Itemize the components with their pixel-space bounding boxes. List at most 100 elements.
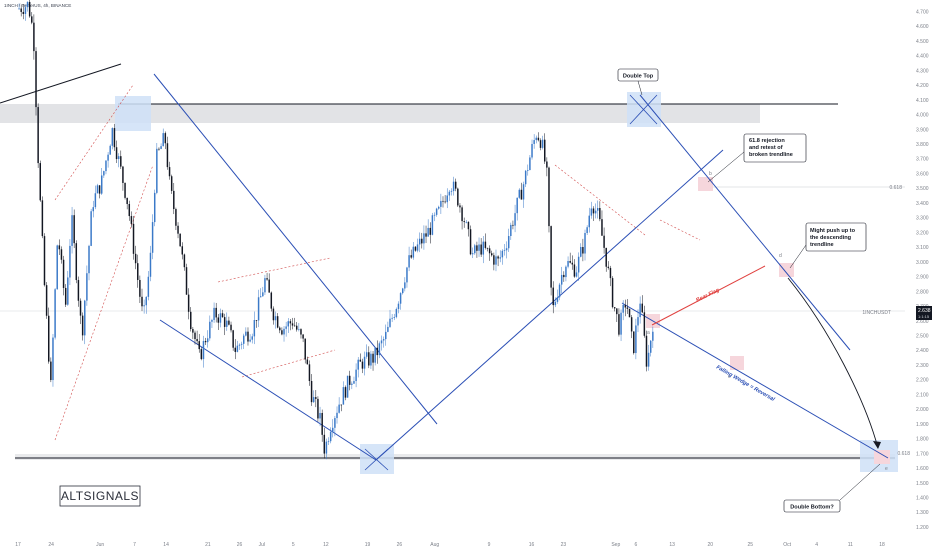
candle-body <box>556 297 559 302</box>
candle-body <box>251 336 253 340</box>
candle-body <box>558 284 561 298</box>
candle-body <box>295 325 298 330</box>
candle-body <box>611 278 614 308</box>
y-tick-label: 2.000 <box>916 407 929 413</box>
pattern-dashed-lines <box>54 84 701 441</box>
x-tick-label: 26 <box>397 542 403 548</box>
candle-body <box>243 335 245 344</box>
y-tick-label: 1.600 <box>916 466 929 472</box>
candle-body <box>446 195 448 203</box>
candle-body <box>397 303 400 309</box>
candle-body <box>474 245 476 254</box>
candle-body <box>423 233 425 244</box>
candle-body <box>285 326 287 329</box>
candle-body <box>418 238 421 245</box>
candle-body <box>493 255 495 265</box>
candle-body <box>111 128 114 146</box>
candle-body <box>546 161 548 168</box>
candle-body <box>527 170 529 171</box>
candle-body <box>459 205 461 208</box>
candle-body <box>143 305 145 307</box>
y-tick-label: 3.500 <box>916 186 929 192</box>
candle-body <box>408 255 410 268</box>
y-tick-label: 1.400 <box>916 496 929 502</box>
candle-body <box>228 320 230 325</box>
candle-body <box>599 208 601 220</box>
candle-body <box>291 323 294 326</box>
candle-body <box>168 167 171 177</box>
candle-body <box>149 252 152 277</box>
x-tick-label: 14 <box>163 542 169 548</box>
pair-tag: 1INCHUSDT <box>862 310 891 316</box>
candle-body <box>580 247 582 257</box>
y-tick-label: 3.100 <box>916 245 929 251</box>
candle-body <box>35 51 37 108</box>
candle-body <box>194 332 196 340</box>
candle-body <box>325 441 328 454</box>
x-tick-label: Aug <box>430 542 439 548</box>
candle-body <box>41 200 44 237</box>
candle-body <box>262 292 264 297</box>
bottom-cross-marker <box>364 448 389 471</box>
candle-body <box>484 241 487 248</box>
candle-body <box>37 107 39 164</box>
candle-body <box>573 264 576 277</box>
candle-body <box>192 329 194 333</box>
candle-body <box>232 330 234 348</box>
candle-body <box>393 317 395 318</box>
candle-body <box>637 317 639 326</box>
candle-body <box>416 244 419 251</box>
candle-body <box>433 214 436 216</box>
candle-body <box>507 236 510 249</box>
candle-body <box>380 340 383 344</box>
candle-body <box>204 341 207 343</box>
candle-body <box>124 182 126 198</box>
candle-body <box>613 307 616 309</box>
candle-body <box>575 272 578 277</box>
candle-body <box>645 335 648 367</box>
candle-body <box>491 253 493 256</box>
candle-body <box>156 148 158 193</box>
candle-body <box>315 397 317 399</box>
candle-body <box>336 412 338 419</box>
candle-body <box>226 320 228 327</box>
bear-flag-line <box>651 265 766 326</box>
candle-body <box>33 22 35 52</box>
candle-body <box>158 148 160 150</box>
candle-body <box>641 303 643 313</box>
candle-body <box>183 254 186 268</box>
x-tick-label: 7 <box>133 542 136 548</box>
candle-body <box>240 343 243 345</box>
candle-body <box>482 241 485 255</box>
candles-group <box>18 0 654 460</box>
candle-body <box>435 208 438 215</box>
candle-body <box>211 319 213 322</box>
y-tick-label: 4.000 <box>916 113 929 119</box>
candle-body <box>406 267 408 283</box>
candle-body <box>624 304 627 308</box>
y-tick-label: 3.300 <box>916 216 929 222</box>
candle-body <box>590 208 593 216</box>
x-tick-label: 20 <box>707 542 713 548</box>
candle-body <box>289 321 292 324</box>
candle-body <box>90 211 92 246</box>
candle-body <box>274 316 277 321</box>
candle-body <box>457 188 459 206</box>
candle-body <box>567 260 569 267</box>
candle-body <box>535 137 538 141</box>
candle-body <box>317 398 319 419</box>
candle-body <box>603 235 605 248</box>
candle-body <box>478 244 480 251</box>
candle-body <box>47 315 50 362</box>
support-zone <box>15 454 895 460</box>
candle-body <box>372 353 374 363</box>
candle-body <box>81 315 84 336</box>
candle-body <box>60 249 63 260</box>
candle-body <box>202 341 205 360</box>
projection-path <box>787 277 879 449</box>
candle-body <box>62 259 65 288</box>
candle-body <box>522 184 525 200</box>
candle-body <box>448 191 451 196</box>
candle-body <box>351 383 353 385</box>
